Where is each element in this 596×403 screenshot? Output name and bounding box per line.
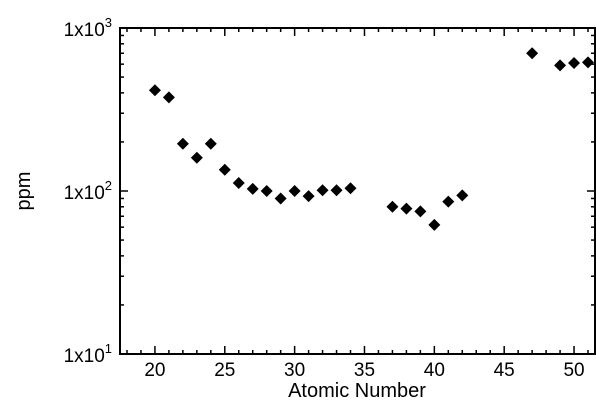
data-point-diamond [176,137,189,150]
y-axis-ticks: 1x101 1x102 1x103 [64,15,595,367]
y-tick-label: 1x103 [64,15,112,41]
data-points [148,47,595,231]
data-point-diamond [218,163,231,176]
data-point-diamond [316,184,329,197]
y-tick-label: 1x102 [64,178,112,204]
data-point-diamond [442,195,455,208]
y-axis-label: ppm [13,172,35,211]
x-tick-label: 40 [424,360,445,381]
data-point-diamond [344,182,357,195]
x-tick-label: 25 [214,360,235,381]
data-point-diamond [582,56,595,69]
y-tick-label: 1x101 [64,341,112,367]
x-axis-ticks: 20 25 30 35 40 45 50 [126,28,589,381]
x-tick-label: 50 [563,360,584,381]
data-point-diamond [162,91,175,104]
data-point-diamond [148,84,161,97]
data-point-diamond [204,137,217,150]
data-point-diamond [568,56,581,69]
x-tick-label: 30 [284,360,305,381]
x-axis-label: Atomic Number [288,380,426,402]
plot-frame [119,27,596,355]
x-tick-label: 35 [354,360,375,381]
data-point-diamond [288,185,301,197]
data-point-diamond [302,190,315,203]
data-point-diamond [456,189,469,202]
data-point-diamond [274,192,287,205]
data-point-diamond [232,176,245,189]
data-point-diamond [386,200,399,213]
data-point-diamond [190,151,203,164]
data-point-diamond [330,184,343,197]
data-point-diamond [260,185,273,197]
data-point-diamond [554,59,567,72]
x-tick-label: 20 [144,360,165,381]
data-point-diamond [526,47,539,60]
data-point-diamond [414,205,427,218]
data-point-diamond [400,202,413,215]
data-point-diamond [428,218,441,231]
x-tick-label: 45 [494,360,515,381]
data-point-diamond [246,182,259,195]
